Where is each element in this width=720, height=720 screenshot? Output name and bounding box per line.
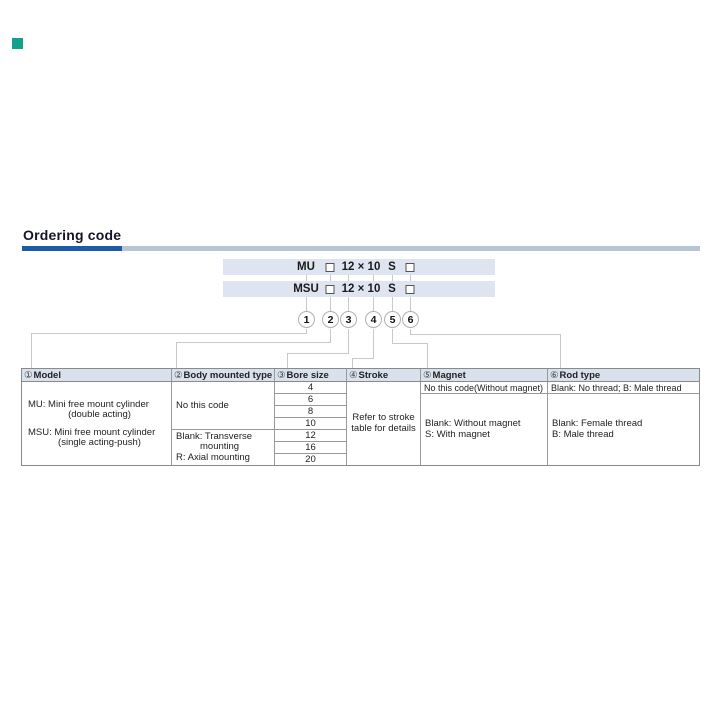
title-underline-dark xyxy=(22,246,122,251)
placeholder-box-icon xyxy=(405,262,415,272)
model-code-mu: MU xyxy=(297,261,315,273)
bore-size-value: 10 xyxy=(275,418,346,430)
callout-circle-2: 2 xyxy=(322,311,339,328)
model-column: MU: Mini free mount cylinder (double acti… xyxy=(22,382,171,465)
body-mounted-top-cell: No this code xyxy=(172,382,274,430)
circled-4-icon: ④ xyxy=(349,369,358,381)
header-stroke: ④ Stroke xyxy=(346,369,420,381)
circled-5-icon: ⑤ xyxy=(423,369,432,381)
body-mounted-column: No this code Blank: Transverse mounting … xyxy=(171,382,274,465)
title-underline-light xyxy=(122,246,700,251)
rod-type-bottom-cell: Blank: Female thread B: Male thread xyxy=(552,418,643,440)
rod-type-column: Blank: No thread; B: Male thread Blank: … xyxy=(547,382,699,465)
body-mounted-bottom-cell: Blank: Transverse mounting R: Axial moun… xyxy=(176,430,253,463)
model-cell: MU: Mini free mount cylinder (double acti… xyxy=(22,382,171,465)
stroke-column: Refer to stroke table for details xyxy=(346,382,420,465)
callout-circle-3: 3 xyxy=(340,311,357,328)
circled-6-icon: ⑥ xyxy=(550,369,559,381)
model-msu-text: MSU: Mini free mount cylinder (single act… xyxy=(28,426,156,448)
circled-2-icon: ② xyxy=(174,369,183,381)
callout-circle-6: 6 xyxy=(402,311,419,328)
magnet-top-cell: No this code(Without magnet) xyxy=(421,382,547,394)
size-code-mu: 12 × 10 xyxy=(341,261,381,273)
placeholder-box-icon xyxy=(325,284,335,294)
callout-circle-4: 4 xyxy=(365,311,382,328)
model-code-msu: MSU xyxy=(293,283,319,295)
table-body: MU: Mini free mount cylinder (double acti… xyxy=(22,382,699,465)
placeholder-box-icon xyxy=(325,262,335,272)
magnet-code-mu: S xyxy=(388,261,396,273)
bore-size-value: 6 xyxy=(275,394,346,406)
code-row-msu xyxy=(223,281,495,297)
bore-size-value: 20 xyxy=(305,454,316,465)
code-row-mu xyxy=(223,259,495,275)
rod-type-top-cell: Blank: No thread; B: Male thread xyxy=(548,382,699,394)
callout-circle-5: 5 xyxy=(384,311,401,328)
placeholder-box-icon xyxy=(405,284,415,294)
header-bore-size: ③ Bore size xyxy=(274,369,346,381)
table-header-row: ① Model ② Body mounted type ③ Bore size ④ St… xyxy=(22,369,699,382)
header-model: ① Model xyxy=(24,369,61,381)
model-mu-text: MU: Mini free mount cylinder (double acti… xyxy=(28,398,149,420)
magnet-code-msu: S xyxy=(388,283,396,295)
accent-square xyxy=(12,38,23,49)
stroke-cell: Refer to stroke table for details xyxy=(351,412,416,434)
magnet-column: No this code(Without magnet) Blank: With… xyxy=(420,382,547,465)
header-magnet: ⑤ Magnet xyxy=(420,369,547,381)
magnet-bottom-cell: Blank: Without magnet S: With magnet xyxy=(425,418,521,440)
circled-1-icon: ① xyxy=(24,369,33,381)
size-code-msu: 12 × 10 xyxy=(341,283,381,295)
circled-3-icon: ③ xyxy=(277,369,286,381)
bore-size-value: 8 xyxy=(275,406,346,418)
bore-size-value: 16 xyxy=(275,442,346,454)
bore-size-value: 4 xyxy=(275,382,346,394)
header-body-mounted-type: ② Body mounted type xyxy=(171,369,274,381)
section-title: Ordering code xyxy=(23,227,122,243)
callout-circle-1: 1 xyxy=(298,311,315,328)
bore-size-value: 12 xyxy=(275,430,346,442)
header-rod-type: ⑥ Rod type xyxy=(547,369,699,381)
ordering-code-table: ① Model ② Body mounted type ③ Bore size ④ St… xyxy=(21,368,700,466)
bore-size-column: 4 6 8 10 12 16 20 xyxy=(274,382,346,465)
